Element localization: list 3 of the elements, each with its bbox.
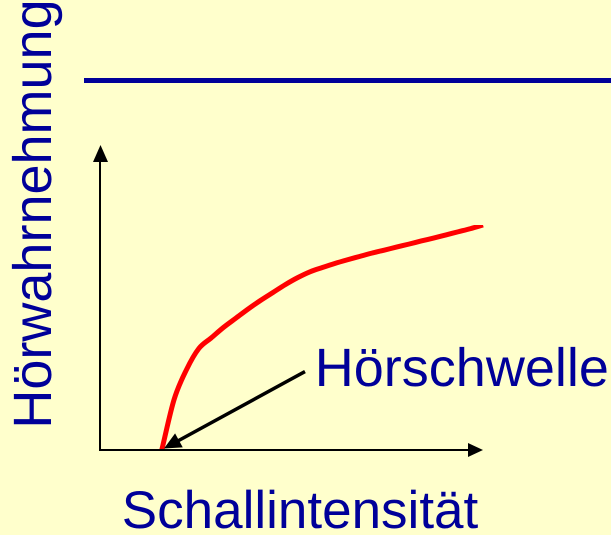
x-axis-title: Schallintensität <box>122 481 479 535</box>
y-axis-title: Hörwahrnehmung <box>3 0 63 429</box>
annotation: Hörschwelle <box>314 338 609 398</box>
